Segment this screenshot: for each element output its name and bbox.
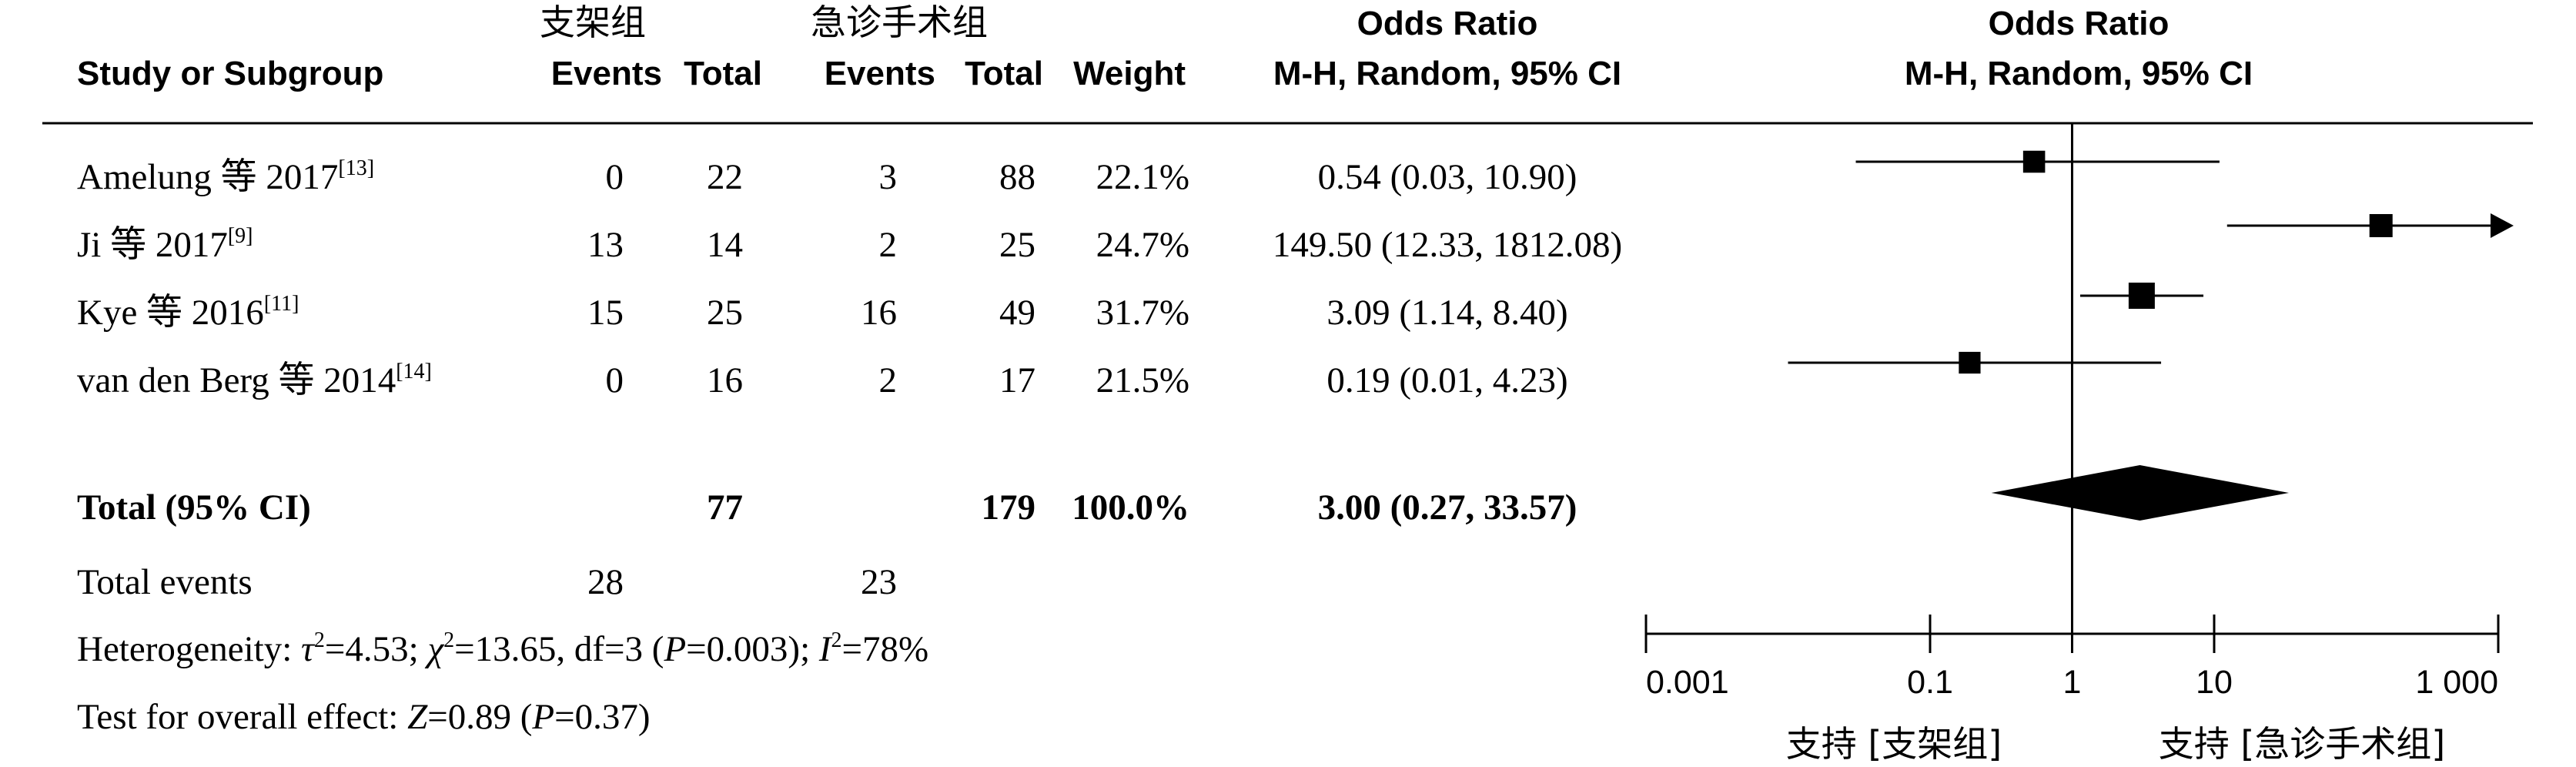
pooled-or-ci: 3.00 (0.27, 33.57) xyxy=(1318,487,1577,528)
total2-cell: 88 xyxy=(999,157,1035,197)
total1-cell: 16 xyxy=(707,360,743,400)
study-ref: [13] xyxy=(338,156,374,180)
total-events-label: Total events xyxy=(77,562,253,602)
weight-cell: 24.7% xyxy=(1096,225,1189,265)
heterogeneity-text: Heterogeneity: τ2=4.53; χ2=13.65, df=3 (… xyxy=(77,628,928,669)
events1-cell: 13 xyxy=(587,225,624,265)
axis-tick-label: 1 000 xyxy=(2415,664,2498,701)
axis-tick-label: 1 xyxy=(2063,664,2082,701)
group1-header: 支架组 xyxy=(540,2,646,43)
or-column-title: Odds Ratio xyxy=(1357,5,1538,42)
axis-tick-label: 0.001 xyxy=(1646,664,1729,701)
events2-cell: 16 xyxy=(861,293,897,333)
col-header-events2: Events xyxy=(825,55,935,92)
study-row: Amelung 等 2017[13] 0 22 3 88 22.1% 0.54 … xyxy=(77,156,1577,197)
events1-cell: 15 xyxy=(587,293,624,333)
study-marks xyxy=(1788,150,2514,521)
or-ci-cell: 0.54 (0.03, 10.90) xyxy=(1318,157,1577,197)
weight-cell: 22.1% xyxy=(1096,157,1189,197)
events2-cell: 2 xyxy=(879,360,898,400)
total1-cell: 25 xyxy=(707,293,743,333)
col-header-events1: Events xyxy=(551,55,662,92)
events1-cell: 0 xyxy=(606,360,624,400)
study-name: van den Berg 等 2014[14] xyxy=(77,360,432,400)
total1-sum: 77 xyxy=(707,487,743,528)
axis-tick-label: 0.1 xyxy=(1907,664,1953,701)
or-column-method: M-H, Random, 95% CI xyxy=(1273,55,1621,92)
study-name: Kye 等 2016[11] xyxy=(77,292,299,333)
study-name: Amelung 等 2017[13] xyxy=(77,156,374,197)
or-ci-cell: 0.19 (0.01, 4.23) xyxy=(1326,360,1567,400)
favours-left-label: 支持 [支架组] xyxy=(1786,723,2002,765)
total-events-row: Total events 28 23 xyxy=(77,562,897,602)
col-header-weight: Weight xyxy=(1073,55,1186,92)
forest-plot-area: 0.001 0.1 1 10 1 000 xyxy=(1644,123,2514,701)
or-ci-cell: 149.50 (12.33, 1812.08) xyxy=(1273,225,1622,265)
events2-cell: 3 xyxy=(879,157,898,197)
study-ref: [11] xyxy=(264,292,299,316)
point-estimate-square xyxy=(2369,213,2393,238)
col-header-study: Study or Subgroup xyxy=(77,55,383,92)
events2-cell: 2 xyxy=(879,225,898,265)
study-row: Ji 等 2017[9] 13 14 2 25 24.7% 149.50 (12… xyxy=(77,224,1622,265)
axis-tick-label: 10 xyxy=(2196,664,2233,701)
total-weight: 100.0% xyxy=(1072,487,1189,528)
total1-cell: 22 xyxy=(707,157,743,197)
total2-sum: 179 xyxy=(982,487,1036,528)
study-ref: [9] xyxy=(228,224,253,248)
weight-cell: 31.7% xyxy=(1096,293,1189,333)
total-events1: 28 xyxy=(587,562,624,602)
plot-title: Odds Ratio xyxy=(1989,5,2170,42)
ci-arrow xyxy=(2491,213,2514,238)
group2-header: 急诊手术组 xyxy=(811,2,988,43)
events1-cell: 0 xyxy=(606,157,624,197)
study-ref: [14] xyxy=(396,360,432,384)
total2-cell: 49 xyxy=(999,293,1035,333)
study-row: van den Berg 等 2014[14] 0 16 2 17 21.5% … xyxy=(77,360,1568,400)
or-ci-cell: 3.09 (1.14, 8.40) xyxy=(1326,293,1567,333)
total2-cell: 25 xyxy=(999,225,1035,265)
plot-method: M-H, Random, 95% CI xyxy=(1905,55,2253,92)
pooled-diamond xyxy=(1991,465,2290,521)
total-row: Total (95% CI) 77 179 100.0% 3.00 (0.27,… xyxy=(77,487,1577,528)
total2-cell: 17 xyxy=(999,360,1035,400)
point-estimate-square xyxy=(1959,351,1981,374)
favours-right-label: 支持 [急诊手术组] xyxy=(2159,723,2446,765)
total1-cell: 14 xyxy=(707,225,743,265)
study-name: Ji 等 2017[9] xyxy=(77,224,253,265)
point-estimate-square xyxy=(2128,283,2155,309)
col-header-total1: Total xyxy=(684,55,762,92)
total-label: Total (95% CI) xyxy=(77,487,311,528)
total-events2: 23 xyxy=(861,562,897,602)
study-row: Kye 等 2016[11] 15 25 16 49 31.7% 3.09 (1… xyxy=(77,292,1568,333)
point-estimate-square xyxy=(2022,150,2046,173)
weight-cell: 21.5% xyxy=(1096,360,1189,400)
axis-tick-labels: 0.001 0.1 1 10 1 000 xyxy=(1646,664,2498,701)
col-header-total2: Total xyxy=(965,55,1043,92)
overall-effect-text: Test for overall effect: Z=0.89 (P=0.37) xyxy=(77,697,651,737)
